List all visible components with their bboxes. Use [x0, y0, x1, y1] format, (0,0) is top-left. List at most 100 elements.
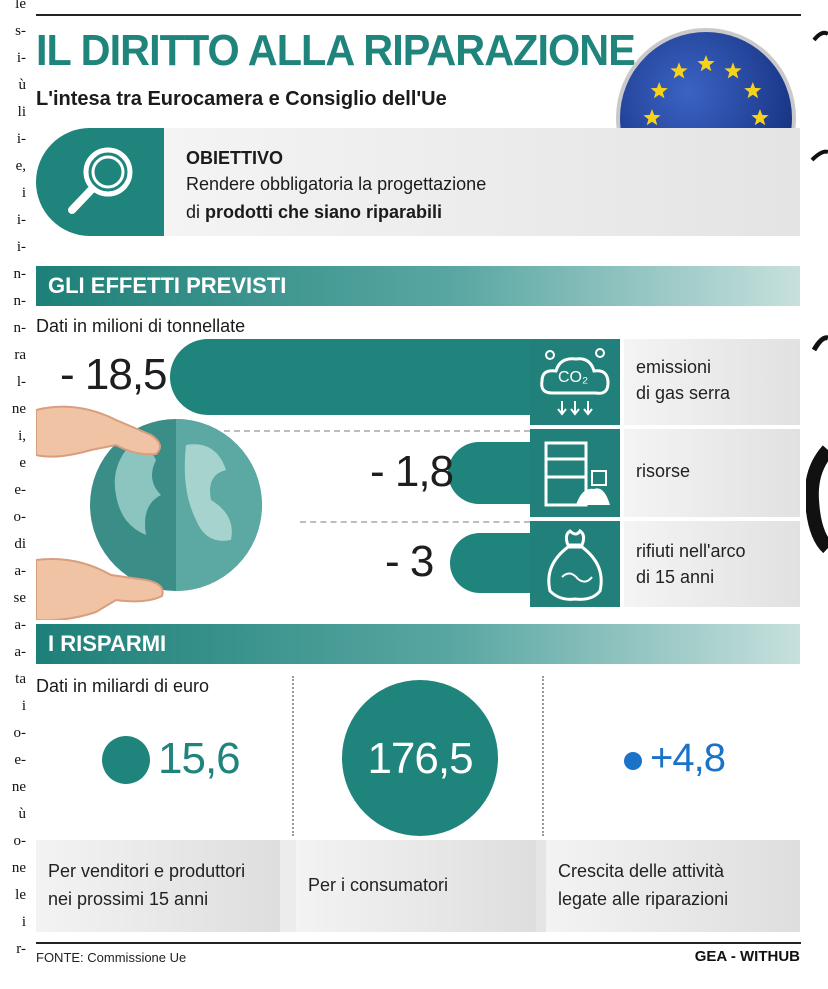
adjacent-right-fragment — [806, 0, 828, 989]
source-note: FONTE: Commissione Ue — [36, 950, 187, 965]
article-fragment-line: a- — [14, 617, 26, 633]
article-fragment-line: li — [17, 104, 26, 120]
article-fragment-line: n- — [13, 266, 27, 282]
savings-label-sellers: Per venditori e produttori nei prossimi … — [36, 840, 280, 932]
savings-banner: I RISPARMI — [36, 624, 800, 664]
article-fragment-line: i- — [16, 131, 26, 147]
effect-bar-emissions — [170, 339, 530, 415]
effect-separator-1 — [224, 430, 530, 432]
effect-label-waste: rifiuti nell'arco di 15 anni — [624, 521, 800, 607]
article-fragment-line: ne — [11, 860, 26, 876]
objective-line2: di prodotti che siano riparabili — [186, 202, 442, 223]
bottom-rule — [36, 942, 801, 944]
page-subtitle: L'intesa tra Eurocamera e Consiglio dell… — [36, 88, 447, 110]
effect-label-emissions-line2: di gas serra — [636, 383, 731, 403]
article-fragment-line: le — [15, 0, 26, 12]
effect-label-emissions-line1: emissioni — [636, 357, 712, 377]
article-fragment-line: e, — [15, 158, 26, 174]
savings-unit: Dati in miliardi di euro — [36, 676, 210, 696]
savings-label-repairs: Crescita delle attività legate alle ripa… — [546, 840, 800, 932]
savings-label-repairs-line1: Crescita delle attività — [558, 861, 725, 881]
objective-line1: Rendere obbligatoria la progettazione — [186, 174, 487, 194]
article-fragment-line: r- — [16, 941, 26, 957]
effect-value-emissions: - 18,5 — [60, 350, 168, 399]
article-fragment-line: a- — [14, 644, 26, 660]
hands-globe-icon — [36, 405, 262, 620]
effect-value-waste: - 3 — [385, 537, 434, 586]
article-fragment-line: i — [21, 185, 26, 201]
resources-barrels-icon — [530, 429, 620, 517]
eu-star-icon — [643, 109, 661, 126]
article-fragment-line: e- — [14, 752, 26, 768]
eu-star-icon — [697, 55, 715, 72]
top-rule — [36, 14, 801, 16]
article-fragment-line: i — [21, 914, 26, 930]
eu-star-icon — [744, 82, 762, 99]
article-fragment-line: le — [15, 887, 26, 903]
savings-label-sellers-line1: Per venditori e produttori — [48, 861, 246, 881]
article-fragment-line: se — [13, 590, 27, 606]
co2-label: CO₂ — [558, 369, 589, 386]
article-fragment-line: ù — [18, 77, 27, 93]
effect-value-resources: - 1,8 — [370, 447, 454, 496]
savings-label-repairs-line2: legate alle riparazioni — [558, 889, 729, 909]
effect-label-waste-line2: di 15 anni — [636, 567, 715, 587]
credit-label: GEA - WITHUB — [694, 948, 800, 965]
article-fragment-line: o- — [13, 725, 27, 741]
effects-unit: Dati in milioni di tonnellate — [36, 316, 246, 336]
savings-label-sellers-line2: nei prossimi 15 anni — [48, 889, 209, 909]
article-fragment-line: ta — [15, 671, 26, 687]
savings-value-repairs: +4,8 — [650, 736, 726, 780]
effect-label-resources: risorse — [624, 429, 800, 517]
article-fragment-line: a- — [14, 563, 26, 579]
savings-circle-consumers — [342, 680, 498, 836]
article-fragment-line: ne — [11, 401, 26, 417]
savings-label-consumers: Per i consumatori — [296, 840, 536, 932]
effect-label-resources-line1: risorse — [636, 461, 691, 481]
savings-dot-sellers — [102, 736, 150, 784]
article-fragment-line: i — [21, 698, 26, 714]
article-fragment-line: i, — [18, 428, 26, 444]
savings-value-sellers: 15,6 — [158, 734, 241, 783]
adjacent-right-glyphs — [806, 30, 828, 554]
effect-separator-2 — [300, 521, 530, 523]
magnifier-icon — [36, 128, 164, 236]
savings-heading: I RISPARMI — [48, 631, 167, 656]
eu-star-icon — [724, 62, 742, 79]
article-fragment-line: i- — [16, 50, 26, 66]
article-fragment-line: n- — [13, 320, 27, 336]
savings-separator-1 — [292, 676, 294, 836]
savings-separator-2 — [542, 676, 544, 836]
article-fragment-line: i- — [16, 212, 26, 228]
garbage-bag-icon — [530, 521, 620, 607]
eu-star-icon — [751, 109, 769, 126]
article-fragment-line: di — [14, 536, 26, 552]
page-title: IL DIRITTO ALLA RIPARAZIONE — [36, 26, 636, 75]
savings-dot-repairs — [624, 752, 642, 770]
adjacent-article-fragment: le s-i-ù li i-e, i i-i-n-n-n-ra l-ne i, e e-o-di a… — [0, 0, 28, 989]
article-fragment-line: i- — [16, 239, 26, 255]
article-fragment-line: e — [19, 455, 26, 471]
effect-label-emissions: emissioni di gas serra — [624, 339, 800, 425]
article-fragment-line: s- — [15, 23, 26, 39]
objective-line2-prefix: di — [186, 202, 206, 222]
effect-bar-waste — [450, 533, 530, 593]
eu-star-icon — [650, 82, 668, 99]
article-fragment-line: n- — [13, 293, 27, 309]
article-fragment-line: o- — [13, 509, 27, 525]
co2-cloud-icon: CO₂ — [530, 339, 620, 425]
effects-heading: GLI EFFETTI PREVISTI — [48, 273, 287, 298]
savings-label-consumers-line1: Per i consumatori — [308, 875, 449, 895]
effect-label-waste-line1: rifiuti nell'arco — [636, 541, 746, 561]
article-fragment-line: ù — [18, 806, 27, 822]
article-fragment-line: e- — [14, 482, 26, 498]
article-fragment-line: o- — [13, 833, 27, 849]
savings-value-consumers: 176,5 — [367, 734, 473, 783]
article-fragment-line: ne — [11, 779, 26, 795]
objective-line2-bold: prodotti che siano riparabili — [205, 202, 443, 222]
eu-star-icon — [670, 62, 688, 79]
article-fragment-line: ra — [14, 347, 26, 363]
article-fragment-line: l- — [16, 374, 26, 390]
effect-bar-resources — [448, 442, 530, 504]
effects-banner: GLI EFFETTI PREVISTI — [36, 266, 800, 306]
